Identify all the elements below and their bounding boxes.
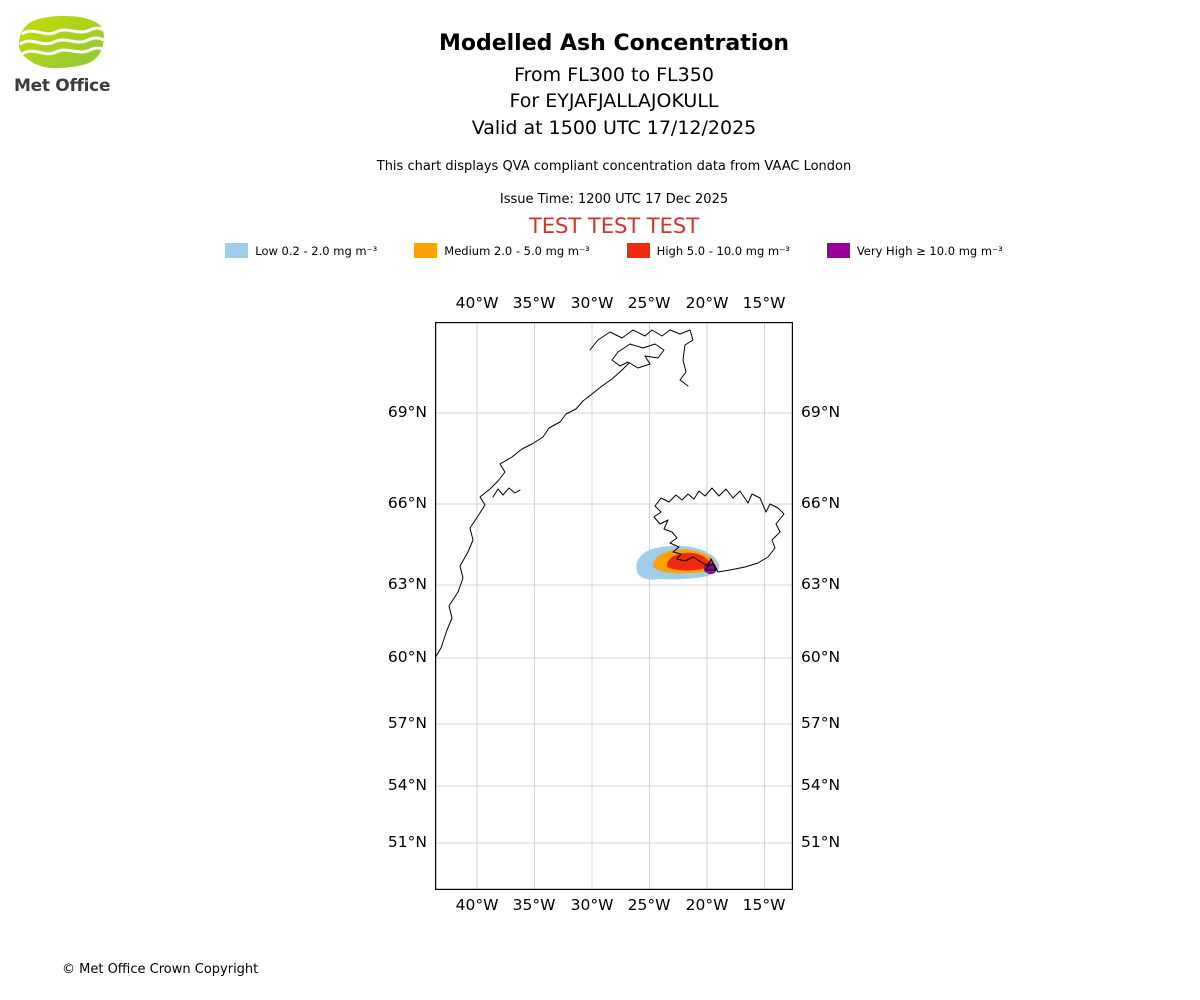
legend-item-high: High 5.0 - 10.0 mg m⁻³ — [626, 243, 790, 258]
met-office-wordmark: Met Office — [14, 76, 111, 96]
x-tick-bottom: 15°W — [742, 896, 786, 914]
y-tick-left: 63°N — [387, 575, 427, 593]
legend-label-low: Low 0.2 - 2.0 mg m⁻³ — [255, 243, 378, 258]
met-office-logo: Met Office — [14, 12, 114, 96]
iceland-coastline — [653, 487, 785, 573]
x-tick-top: 15°W — [742, 294, 786, 312]
copyright-text: © Met Office Crown Copyright — [62, 962, 259, 977]
x-tick-bottom: 20°W — [685, 896, 729, 914]
concentration-legend: Low 0.2 - 2.0 mg m⁻³ Medium 2.0 - 5.0 mg… — [28, 243, 1200, 258]
x-tick-top: 20°W — [685, 294, 729, 312]
map-frame — [435, 322, 793, 890]
y-tick-left: 57°N — [387, 714, 427, 732]
x-tick-bottom: 25°W — [627, 896, 671, 914]
x-tick-top: 30°W — [570, 294, 614, 312]
x-tick-bottom: 40°W — [455, 896, 499, 914]
y-tick-left: 51°N — [387, 833, 427, 851]
legend-item-very-high: Very High ≥ 10.0 mg m⁻³ — [826, 243, 1003, 258]
y-tick-right: 63°N — [801, 575, 841, 593]
x-tick-top: 25°W — [627, 294, 671, 312]
grid-lines — [435, 322, 793, 890]
x-tick-top: 40°W — [455, 294, 499, 312]
y-tick-left: 69°N — [387, 403, 427, 421]
y-tick-right: 54°N — [801, 776, 841, 794]
issue-time-text: Issue Time: 1200 UTC 17 Dec 2025 — [499, 192, 729, 207]
page-title: Modelled Ash Concentration — [438, 31, 790, 56]
x-tick-bottom: 30°W — [570, 896, 614, 914]
legend-swatch-very-high — [826, 243, 850, 258]
legend-label-high: High 5.0 - 10.0 mg m⁻³ — [656, 243, 790, 258]
ash-map — [435, 322, 793, 890]
test-banner: TEST TEST TEST — [528, 214, 700, 238]
greenland-coastline — [435, 362, 630, 659]
legend-label-very-high: Very High ≥ 10.0 mg m⁻³ — [856, 243, 1003, 258]
volcano-marker-icon — [705, 558, 717, 571]
legend-item-low: Low 0.2 - 2.0 mg m⁻³ — [225, 243, 377, 258]
y-tick-right: 51°N — [801, 833, 841, 851]
met-office-logo-icon — [19, 16, 105, 68]
subtitle-valid-time: Valid at 1500 UTC 17/12/2025 — [471, 117, 757, 139]
y-tick-left: 66°N — [387, 494, 427, 512]
legend-item-medium: Medium 2.0 - 5.0 mg m⁻³ — [414, 243, 590, 258]
legend-swatch-high — [626, 243, 650, 258]
y-tick-right: 66°N — [801, 494, 841, 512]
greenland-fjord-coastline — [589, 329, 694, 387]
coastline-fragment — [492, 487, 521, 498]
subtitle-volcano: For EYJAFJALLAJOKULL — [509, 90, 719, 112]
y-tick-left: 54°N — [387, 776, 427, 794]
x-tick-bottom: 35°W — [512, 896, 556, 914]
ash-plume-high — [666, 552, 710, 571]
greenland-island-outline — [611, 343, 665, 369]
y-tick-right: 69°N — [801, 403, 841, 421]
x-tick-top: 35°W — [512, 294, 556, 312]
legend-label-medium: Medium 2.0 - 5.0 mg m⁻³ — [444, 243, 590, 258]
chart-info-text: This chart displays QVA compliant concen… — [376, 159, 852, 174]
y-tick-right: 57°N — [801, 714, 841, 732]
y-tick-left: 60°N — [387, 648, 427, 666]
legend-swatch-medium — [414, 243, 438, 258]
subtitle-flight-levels: From FL300 to FL350 — [514, 64, 714, 86]
y-tick-right: 60°N — [801, 648, 841, 666]
legend-swatch-low — [225, 243, 249, 258]
